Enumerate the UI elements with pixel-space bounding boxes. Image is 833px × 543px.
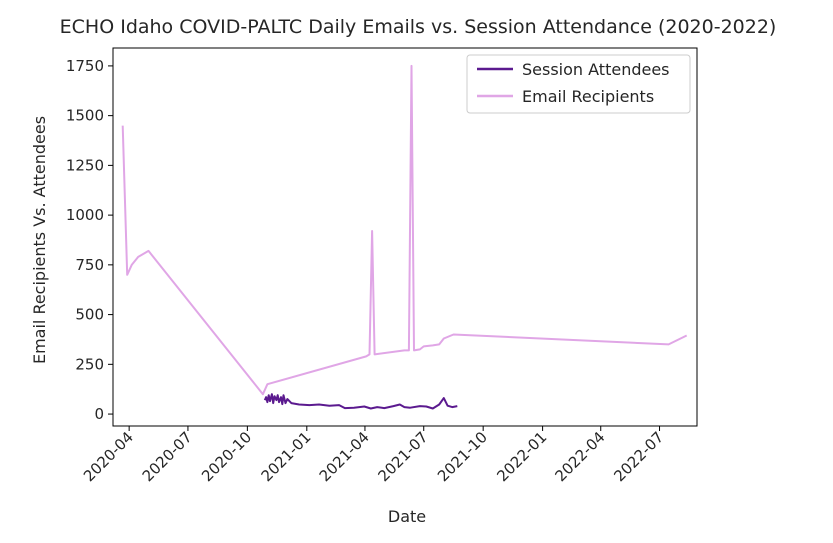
- legend-label-email-recipients: Email Recipients: [522, 87, 654, 106]
- y-tick-label: 500: [75, 306, 104, 324]
- x-axis: 2020-04 2020-07 2020-10 2021-01 2021-04 2021-…: [80, 426, 667, 485]
- series-line-session-attendees: [263, 393, 458, 410]
- x-tick-label: 2022-07: [610, 428, 667, 485]
- plot-frame: [112, 47, 698, 427]
- lines-layer: [121, 64, 688, 410]
- y-tick-label: 1000: [66, 206, 104, 224]
- y-axis-label: Email Recipients Vs. Attendees: [30, 116, 49, 364]
- x-tick-label: 2021-10: [434, 428, 491, 485]
- legend: Session Attendees Email Recipients: [466, 54, 691, 114]
- y-axis: 0 250 500 750 1000 1250 1500 1750: [66, 57, 113, 423]
- x-tick-label: 2020-10: [198, 428, 255, 485]
- legend-label-session-attendees: Session Attendees: [522, 60, 670, 79]
- y-tick-label: 0: [94, 405, 104, 423]
- y-tick-label: 250: [75, 355, 104, 373]
- y-tick-label: 1250: [66, 156, 104, 174]
- x-tick-label: 2021-04: [316, 428, 373, 485]
- y-tick-label: 750: [75, 256, 104, 274]
- series-line-email-recipients: [121, 64, 688, 396]
- y-tick-label: 1750: [66, 57, 104, 75]
- x-tick-label: 2020-04: [80, 428, 137, 485]
- x-tick-label: 2021-01: [258, 428, 315, 485]
- chart-title: ECHO Idaho COVID-PALTC Daily Emails vs. …: [60, 16, 777, 38]
- x-axis-label: Date: [388, 507, 426, 526]
- y-tick-label: 1500: [66, 107, 104, 125]
- x-tick-label: 2022-01: [493, 428, 550, 485]
- x-tick-label: 2021-07: [375, 428, 432, 485]
- x-tick-label: 2020-07: [139, 428, 196, 485]
- x-tick-label: 2022-04: [552, 428, 609, 485]
- legend-box: [466, 54, 691, 114]
